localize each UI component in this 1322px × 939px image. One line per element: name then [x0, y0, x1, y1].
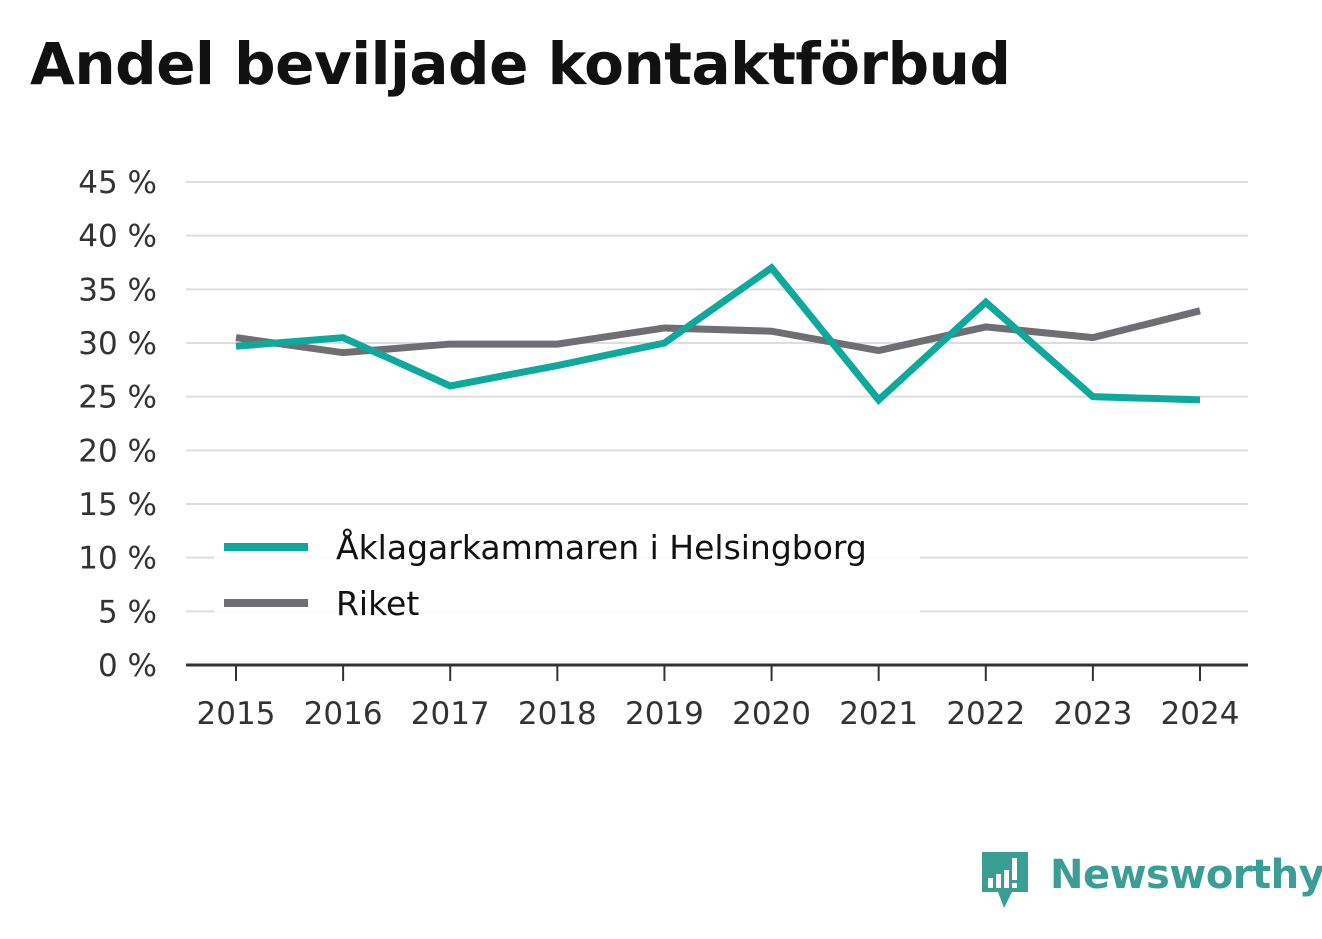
brand-name: Newsworthy: [1050, 852, 1322, 898]
y-tick-label: 5 %: [98, 594, 157, 630]
x-tick-label: 2021: [839, 696, 918, 732]
x-axis-ticks: 2015 2016 2017 2018 2019 2020 2021 2022 2023 2024: [197, 665, 1240, 732]
x-tick-label: 2024: [1161, 696, 1240, 732]
legend: Åklagarkammaren i Helsingborg Riket: [214, 516, 920, 623]
y-tick-label: 15 %: [78, 487, 157, 523]
y-tick-label: 35 %: [78, 272, 157, 308]
x-tick-label: 2016: [304, 696, 383, 732]
legend-label: Åklagarkammaren i Helsingborg: [336, 527, 867, 567]
y-tick-label: 0 %: [98, 648, 157, 684]
newsworthy-logo-icon: [982, 852, 1028, 908]
series-line-helsingborg: [235, 263, 1201, 405]
y-tick-label: 30 %: [78, 326, 157, 362]
y-tick-label: 25 %: [78, 380, 157, 416]
series-lines: [235, 263, 1201, 405]
x-tick-label: 2017: [411, 696, 490, 732]
x-tick-label: 2019: [625, 696, 704, 732]
chart-title: Andel beviljade kontaktförbud: [30, 30, 1011, 98]
y-tick-label: 45 %: [78, 165, 157, 201]
x-tick-label: 2023: [1053, 696, 1132, 732]
x-tick-label: 2022: [946, 696, 1025, 732]
y-tick-label: 40 %: [78, 219, 157, 255]
y-axis-ticks: 0 % 5 % 10 % 15 % 20 % 25 % 30 % 35 % 40 % 45 %: [78, 165, 157, 684]
brand-logo: Newsworthy: [980, 850, 1322, 912]
x-tick-label: 2015: [197, 696, 276, 732]
legend-label: Riket: [336, 584, 419, 623]
y-tick-label: 10 %: [78, 541, 157, 577]
series-line-riket: [235, 307, 1201, 357]
x-tick-label: 2020: [732, 696, 811, 732]
legend-background: [214, 516, 920, 616]
y-tick-label: 20 %: [78, 433, 157, 469]
x-tick-label: 2018: [518, 696, 597, 732]
